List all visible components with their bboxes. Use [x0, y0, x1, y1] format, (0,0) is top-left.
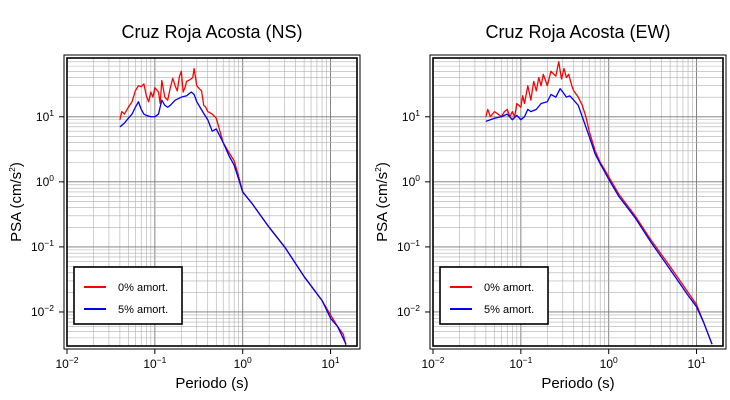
y-tick-label-exponent: 0	[415, 173, 420, 183]
y-tick-label-base: 10	[402, 110, 416, 124]
x-tick-label-base: 10	[234, 357, 248, 371]
x-tick-label-base: 10	[55, 357, 69, 371]
x-tick-label-base: 10	[600, 357, 614, 371]
y-tick-label: 10−2	[397, 303, 420, 319]
y-tick-label-exponent: 0	[49, 173, 54, 183]
series-line-damping-5	[119, 91, 347, 345]
legend: 0% amort. 5% amort.	[73, 266, 183, 325]
y-axis-label-close: )	[8, 162, 25, 167]
legend: 0% amort. 5% amort.	[439, 266, 549, 325]
x-tick-label-exponent: 0	[613, 355, 618, 365]
legend-label: 0% amort.	[484, 282, 534, 294]
chart-title: Cruz Roja Acosta (NS)	[121, 22, 302, 42]
series-line-damping-0	[485, 61, 713, 345]
y-tick-label: 101	[402, 108, 420, 124]
y-tick-label: 100	[402, 173, 420, 189]
legend-box	[73, 266, 183, 325]
plot-frame	[66, 57, 358, 347]
y-tick-label-base: 10	[402, 175, 416, 189]
y-tick-label-base: 10	[36, 175, 50, 189]
y-tick-label: 10−1	[31, 238, 54, 254]
y-tick-label: 100	[36, 173, 54, 189]
x-tick-label-base: 10	[509, 357, 523, 371]
legend-label: 5% amort.	[484, 304, 534, 316]
y-tick-label: 101	[36, 108, 54, 124]
y-tick-label-exponent: 1	[415, 108, 420, 118]
chart-panel-ew: Cruz Roja Acosta (EW)10−2 10−1 100 10110−21…	[373, 22, 727, 392]
tick-marks	[425, 116, 698, 354]
y-axis-label-exponent: 2	[373, 167, 383, 172]
x-tick-label: 10−2	[421, 355, 444, 371]
x-tick-label-base: 10	[143, 357, 157, 371]
y-tick-label-base: 10	[31, 240, 45, 254]
x-tick-label: 100	[234, 355, 252, 371]
y-axis-label: PSA (cm/s2)	[7, 162, 25, 242]
tick-marks	[59, 116, 332, 354]
y-tick-label-base: 10	[36, 110, 50, 124]
x-tick-label: 10−2	[55, 355, 78, 371]
chart-panel-ns: Cruz Roja Acosta (NS)10−2 10−1 100 10110−21…	[7, 22, 361, 392]
legend-label: 5% amort.	[118, 304, 168, 316]
chart-title: Cruz Roja Acosta (EW)	[485, 22, 670, 42]
x-tick-label-base: 10	[421, 357, 435, 371]
legend-box	[439, 266, 549, 325]
y-tick-label: 10−1	[397, 238, 420, 254]
x-tick-label: 10−1	[509, 355, 532, 371]
legend-label: 0% amort.	[118, 282, 168, 294]
plot-frame-outer	[429, 54, 727, 350]
series-line-damping-5	[485, 88, 713, 345]
x-tick-label: 100	[600, 355, 618, 371]
y-tick-label-base: 10	[397, 240, 411, 254]
x-tick-label-exponent: −2	[69, 355, 79, 365]
x-tick-label-base: 10	[688, 357, 702, 371]
x-tick-label-exponent: 1	[701, 355, 706, 365]
x-axis-label: Periodo (s)	[541, 375, 614, 392]
x-tick-label: 10−1	[143, 355, 166, 371]
plot-frame-outer	[63, 54, 361, 350]
y-tick-label-exponent: −1	[410, 238, 420, 248]
x-tick-label-base: 10	[322, 357, 336, 371]
y-tick-label-base: 10	[31, 305, 45, 319]
y-tick-label-exponent: −2	[44, 303, 54, 313]
x-tick-label-exponent: 0	[247, 355, 252, 365]
y-tick-label-exponent: −1	[44, 238, 54, 248]
y-tick-label-base: 10	[397, 305, 411, 319]
y-axis-label-exponent: 2	[7, 167, 17, 172]
y-tick-label-exponent: 1	[49, 108, 54, 118]
x-tick-label-exponent: −2	[435, 355, 445, 365]
x-tick-label-exponent: −1	[523, 355, 533, 365]
y-axis-label-text: PSA (cm/s	[8, 172, 25, 242]
y-axis-label: PSA (cm/s2)	[373, 162, 391, 242]
plot-frame	[432, 57, 724, 347]
y-axis-label-close: )	[374, 162, 391, 167]
x-tick-label: 101	[322, 355, 340, 371]
y-tick-label: 10−2	[31, 303, 54, 319]
y-tick-label-exponent: −2	[410, 303, 420, 313]
x-tick-label: 101	[688, 355, 706, 371]
x-tick-label-exponent: −1	[157, 355, 167, 365]
x-tick-label-exponent: 1	[335, 355, 340, 365]
y-axis-label-text: PSA (cm/s	[374, 172, 391, 242]
x-axis-label: Periodo (s)	[175, 375, 248, 392]
